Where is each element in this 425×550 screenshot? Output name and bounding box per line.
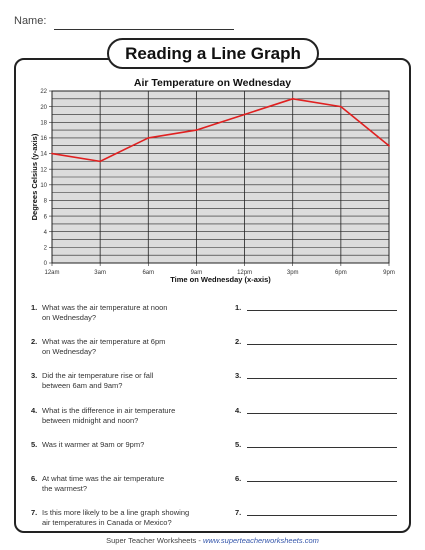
question-text-line: What was the air temperature at 6pm bbox=[42, 337, 166, 346]
x-tick-label: 3am bbox=[94, 270, 106, 276]
data-point bbox=[147, 137, 150, 139]
question-text: What was the air temperature at 6pm on We… bbox=[42, 337, 242, 357]
name-field[interactable] bbox=[54, 29, 234, 30]
question-number: 6. bbox=[31, 474, 38, 483]
answer-number: 6. bbox=[235, 474, 242, 483]
question-text: Is this more likely to be a line graph s… bbox=[42, 508, 242, 528]
question-text-line: between midnight and noon? bbox=[42, 416, 139, 425]
question-number: 5. bbox=[31, 440, 38, 449]
y-tick-label: 8 bbox=[44, 199, 48, 205]
question-text-line: between 6am and 9am? bbox=[42, 381, 123, 390]
data-point bbox=[291, 97, 294, 100]
x-tick-label: 12am bbox=[44, 270, 59, 276]
y-tick-label: 14 bbox=[40, 152, 47, 158]
answer-number: 4. bbox=[235, 406, 242, 415]
x-tick-label: 3pm bbox=[287, 270, 299, 276]
answer-number: 5. bbox=[235, 440, 242, 449]
data-point bbox=[51, 152, 53, 155]
question-text-line: Did the air temperature rise or fall bbox=[42, 371, 154, 380]
y-tick-label: 18 bbox=[40, 120, 47, 126]
answer-number: 3. bbox=[235, 371, 242, 380]
question-text: Was it warmer at 9am or 9pm? bbox=[42, 440, 242, 450]
x-axis-label: Time on Wednesday (x-axis) bbox=[170, 275, 271, 284]
question-number: 2. bbox=[31, 337, 38, 346]
question-text-line: Is this more likely to be a line graph s… bbox=[42, 508, 190, 517]
question-number: 4. bbox=[31, 406, 38, 415]
series-line bbox=[51, 98, 390, 163]
x-tick-label: 9am bbox=[191, 270, 203, 276]
data-point bbox=[339, 105, 342, 108]
question-text: At what time was the air temperature the … bbox=[42, 474, 242, 494]
footer: Super Teacher Worksheets - www.superteac… bbox=[0, 536, 425, 545]
question-text-line: the warmest? bbox=[42, 484, 88, 493]
data-point bbox=[388, 144, 390, 147]
y-tick-label: 4 bbox=[44, 230, 48, 236]
data-point bbox=[99, 160, 102, 163]
data-point bbox=[243, 113, 246, 116]
x-tick-label: 6am bbox=[142, 270, 154, 276]
answer-line[interactable] bbox=[247, 413, 397, 414]
question-text-line: What is the difference in air temperatur… bbox=[42, 406, 176, 415]
question-text-line: on Wednesday? bbox=[42, 313, 97, 322]
footer-separator: - bbox=[196, 536, 203, 545]
answer-line[interactable] bbox=[247, 515, 397, 516]
answer-number: 1. bbox=[235, 303, 242, 312]
y-tick-label: 10 bbox=[40, 183, 47, 189]
question-number: 3. bbox=[31, 371, 38, 380]
page-title: Reading a Line Graph bbox=[107, 38, 319, 69]
footer-url[interactable]: www.superteacherworksheets.com bbox=[202, 536, 319, 545]
question-text-line: Was it warmer at 9am or 9pm? bbox=[42, 440, 145, 449]
data-point bbox=[195, 129, 198, 131]
name-label: Name: bbox=[14, 15, 47, 27]
y-tick-label: 16 bbox=[40, 136, 47, 142]
answer-line[interactable] bbox=[247, 310, 397, 311]
y-tick-label: 0 bbox=[44, 261, 48, 267]
footer-brand: Super Teacher Worksheets bbox=[106, 536, 197, 545]
y-tick-label: 2 bbox=[44, 246, 48, 252]
answer-number: 7. bbox=[235, 508, 242, 517]
x-tick-label: 9pm bbox=[383, 270, 395, 276]
answer-line[interactable] bbox=[247, 447, 397, 448]
question-text: What is the difference in air temperatur… bbox=[42, 406, 242, 426]
question-number: 7. bbox=[31, 508, 38, 517]
y-axis-label: Degrees Celsius (y-axis) bbox=[30, 133, 39, 220]
question-number: 1. bbox=[31, 303, 38, 312]
x-tick-label: 12pm bbox=[237, 270, 252, 276]
y-tick-label: 20 bbox=[40, 105, 47, 111]
answer-line[interactable] bbox=[247, 481, 397, 482]
answer-line[interactable] bbox=[247, 378, 397, 379]
y-tick-label: 12 bbox=[40, 167, 47, 173]
question-text-line: on Wednesday? bbox=[42, 347, 97, 356]
question-text-line: air temperatures in Canada or Mexico? bbox=[42, 518, 172, 527]
question-text-line: At what time was the air temperature bbox=[42, 474, 165, 483]
question-text-line: What was the air temperature at noon bbox=[42, 303, 168, 312]
answer-number: 2. bbox=[235, 337, 242, 346]
y-tick-label: 6 bbox=[44, 214, 48, 220]
chart-title: Air Temperature on Wednesday bbox=[133, 77, 292, 89]
y-tick-label: 22 bbox=[40, 89, 47, 95]
x-tick-label: 6pm bbox=[335, 270, 347, 276]
plot-border bbox=[51, 90, 390, 264]
question-text: Did the air temperature rise or fall betw… bbox=[42, 371, 242, 391]
question-text: What was the air temperature at noon on W… bbox=[42, 303, 242, 323]
answer-line[interactable] bbox=[247, 344, 397, 345]
